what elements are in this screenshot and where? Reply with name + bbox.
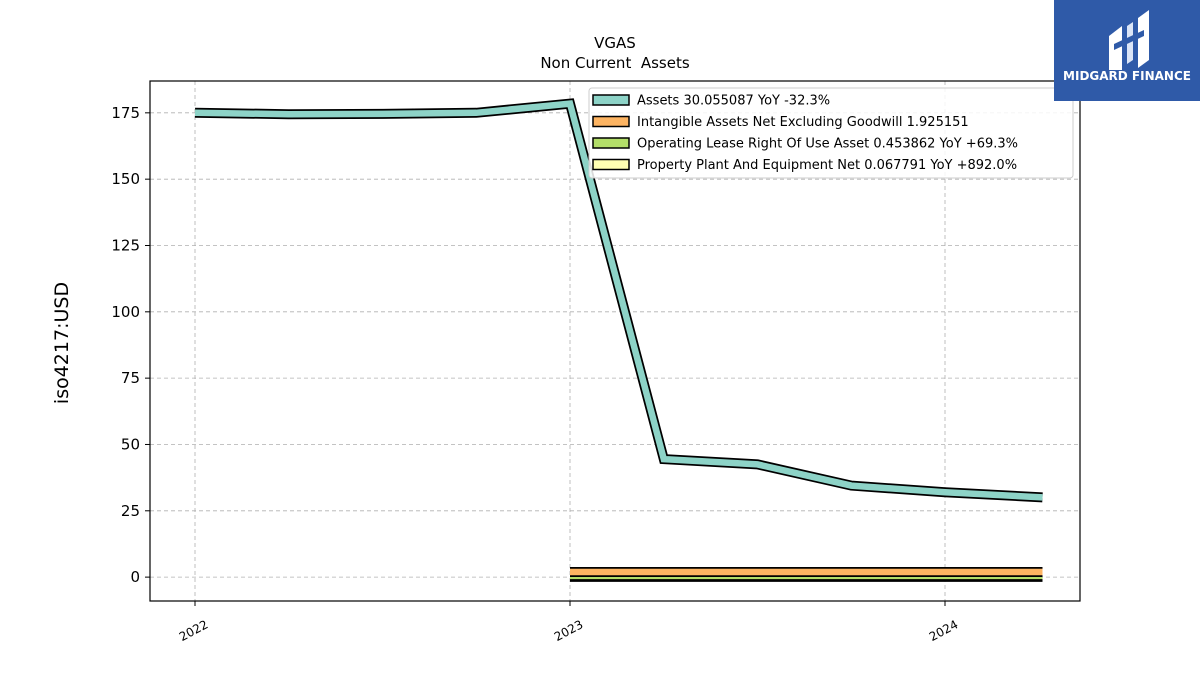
legend: Assets 30.055087 YoY -32.3% Intangible As… (588, 87, 1074, 179)
legend-swatch (592, 158, 630, 171)
y-tick-label: 75 (121, 369, 140, 387)
chart-title: VGAS (594, 34, 636, 52)
legend-entry: Assets 30.055087 YoY -32.3% (637, 94, 830, 109)
ticks: 0 25 50 75 100 125 150 175 2022 2023 2024 (111, 104, 960, 644)
logo-mark-icon (1109, 10, 1149, 70)
y-tick-label: 100 (111, 303, 140, 321)
x-tick-label: 2022 (177, 617, 211, 644)
y-tick-label: 125 (111, 236, 140, 254)
legend-swatch (592, 94, 630, 106)
legend-entry: Operating Lease Right Of Use Asset 0.453… (637, 137, 1018, 152)
y-axis-label: iso4217:USD (51, 282, 73, 404)
legend-entry: Property Plant And Equipment Net 0.06779… (637, 158, 1017, 173)
y-tick-label: 0 (130, 568, 140, 586)
legend-box (588, 87, 1074, 179)
chart-subtitle: Non Current Assets (540, 54, 690, 72)
plot-frame (149, 80, 1081, 602)
x-tick-label: 2024 (927, 617, 961, 644)
logo-text: MIDGARD FINANCE (1063, 69, 1191, 83)
legend-entry: Intangible Assets Net Excluding Goodwill… (637, 115, 969, 130)
x-tick-label: 2023 (552, 617, 586, 644)
series-line (194, 100, 1043, 501)
series-layer (194, 98, 1043, 582)
legend-swatch (592, 115, 630, 128)
midgard-finance-logo: MIDGARD FINANCE (1054, 0, 1200, 101)
y-tick-label: 175 (111, 104, 140, 122)
legend-swatch (592, 137, 630, 149)
y-tick-label: 50 (121, 435, 140, 453)
y-tick-label: 25 (121, 502, 140, 520)
y-tick-label: 150 (111, 170, 140, 188)
